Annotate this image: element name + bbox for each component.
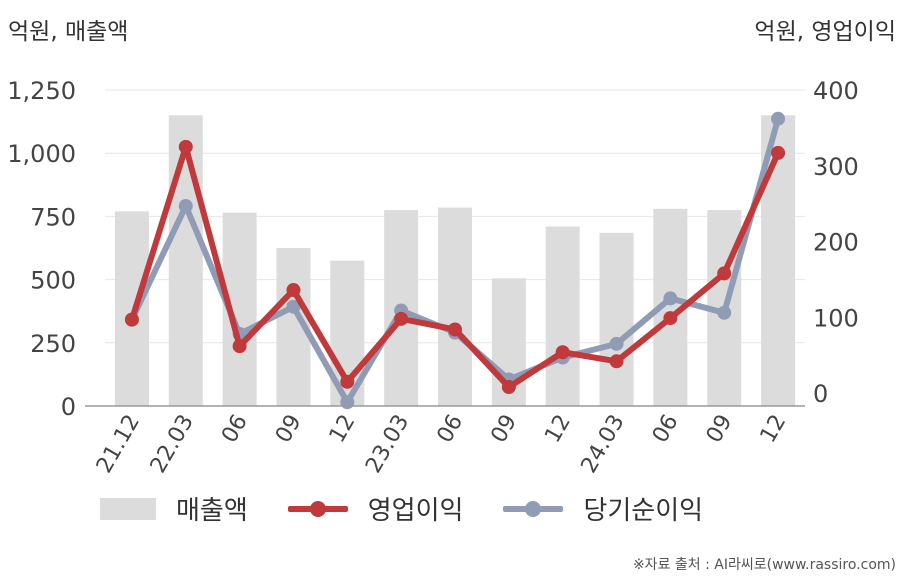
legend-item-sales: 매출액 [100, 490, 248, 527]
net-income-point [178, 198, 193, 213]
legend-label-sales: 매출액 [176, 496, 248, 526]
operating-income-point [663, 311, 678, 326]
sales-bars [114, 115, 796, 406]
source-footer: ※자료 출처 : AI라씨로(www.rassiro.com) [632, 557, 896, 573]
right-tick-label: 100 [813, 304, 859, 332]
operating-income-line [124, 139, 786, 395]
legend-label-net: 당기순이익 [583, 496, 704, 526]
x-tick-label: 06 [433, 411, 469, 448]
sales-bar [599, 232, 634, 406]
net-income-point [340, 395, 355, 410]
left-tick-label: 750 [30, 203, 76, 231]
legend-swatch-bar [100, 497, 156, 520]
sales-bar [545, 226, 580, 406]
legend-item-net: 당기순이익 [503, 490, 703, 527]
left-tick-label: 0 [61, 393, 76, 421]
sales-bar [438, 207, 472, 406]
net-income-point [286, 299, 301, 314]
left-tick-label: 1,000 [7, 140, 76, 168]
sales-bar [168, 115, 203, 406]
right-axis-unit: 억원, 영업이익 [754, 19, 896, 45]
operating-income-point [771, 145, 786, 160]
operating-income-point [394, 311, 409, 326]
legend-label-operating: 영업이익 [367, 496, 464, 526]
right-tick-label: 300 [813, 153, 859, 181]
operating-income-point [717, 266, 732, 281]
net-income-point [717, 305, 732, 320]
left-axis-unit: 억원, 매출액 [8, 19, 129, 45]
x-tick-label: 12 [325, 411, 361, 448]
left-tick-label: 250 [30, 330, 76, 358]
left-tick-label: 500 [30, 267, 76, 295]
x-tick-label: 06 [217, 411, 253, 448]
x-tick-label: 09 [271, 411, 307, 448]
operating-income-point [555, 345, 570, 360]
x-tick-label: 23.03 [361, 411, 414, 478]
net-income-point [771, 111, 786, 126]
x-tick-label: 09 [702, 411, 738, 448]
operating-income-point [124, 312, 139, 327]
right-tick-label: 400 [813, 77, 859, 105]
net-income-point [609, 336, 624, 351]
operating-income-point [501, 380, 516, 395]
right-tick-label: 0 [813, 380, 828, 408]
operating-income-point [232, 339, 247, 354]
x-tick-label: 24.03 [577, 411, 630, 478]
x-tick-label: 12 [756, 411, 792, 448]
x-tick-label: 06 [648, 411, 684, 448]
x-tick-label: 21.12 [92, 411, 145, 478]
operating-income-point [178, 139, 193, 154]
operating-income-point [340, 374, 355, 389]
sales-bar [114, 211, 149, 406]
x-tick-label: 09 [486, 411, 522, 448]
legend-swatch-net [503, 497, 564, 521]
operating-income-point [448, 322, 462, 337]
left-tick-label: 1,250 [7, 77, 76, 105]
right-tick-label: 200 [813, 229, 859, 257]
operating-income-point [286, 283, 301, 298]
x-tick-label: 12 [540, 411, 576, 448]
x-tick-label: 22.03 [146, 411, 199, 478]
operating-income-point [609, 354, 624, 369]
legend-item-operating: 영업이익 [287, 490, 464, 527]
legend-swatch-operating [287, 497, 348, 521]
legend: 매출액 영업이익 당기순이익 [100, 490, 743, 527]
chart: 0 250 500 750 1,000 1,250 0 100 200 300 400 21.12 22… [7, 77, 859, 478]
net-income-point [663, 291, 678, 306]
